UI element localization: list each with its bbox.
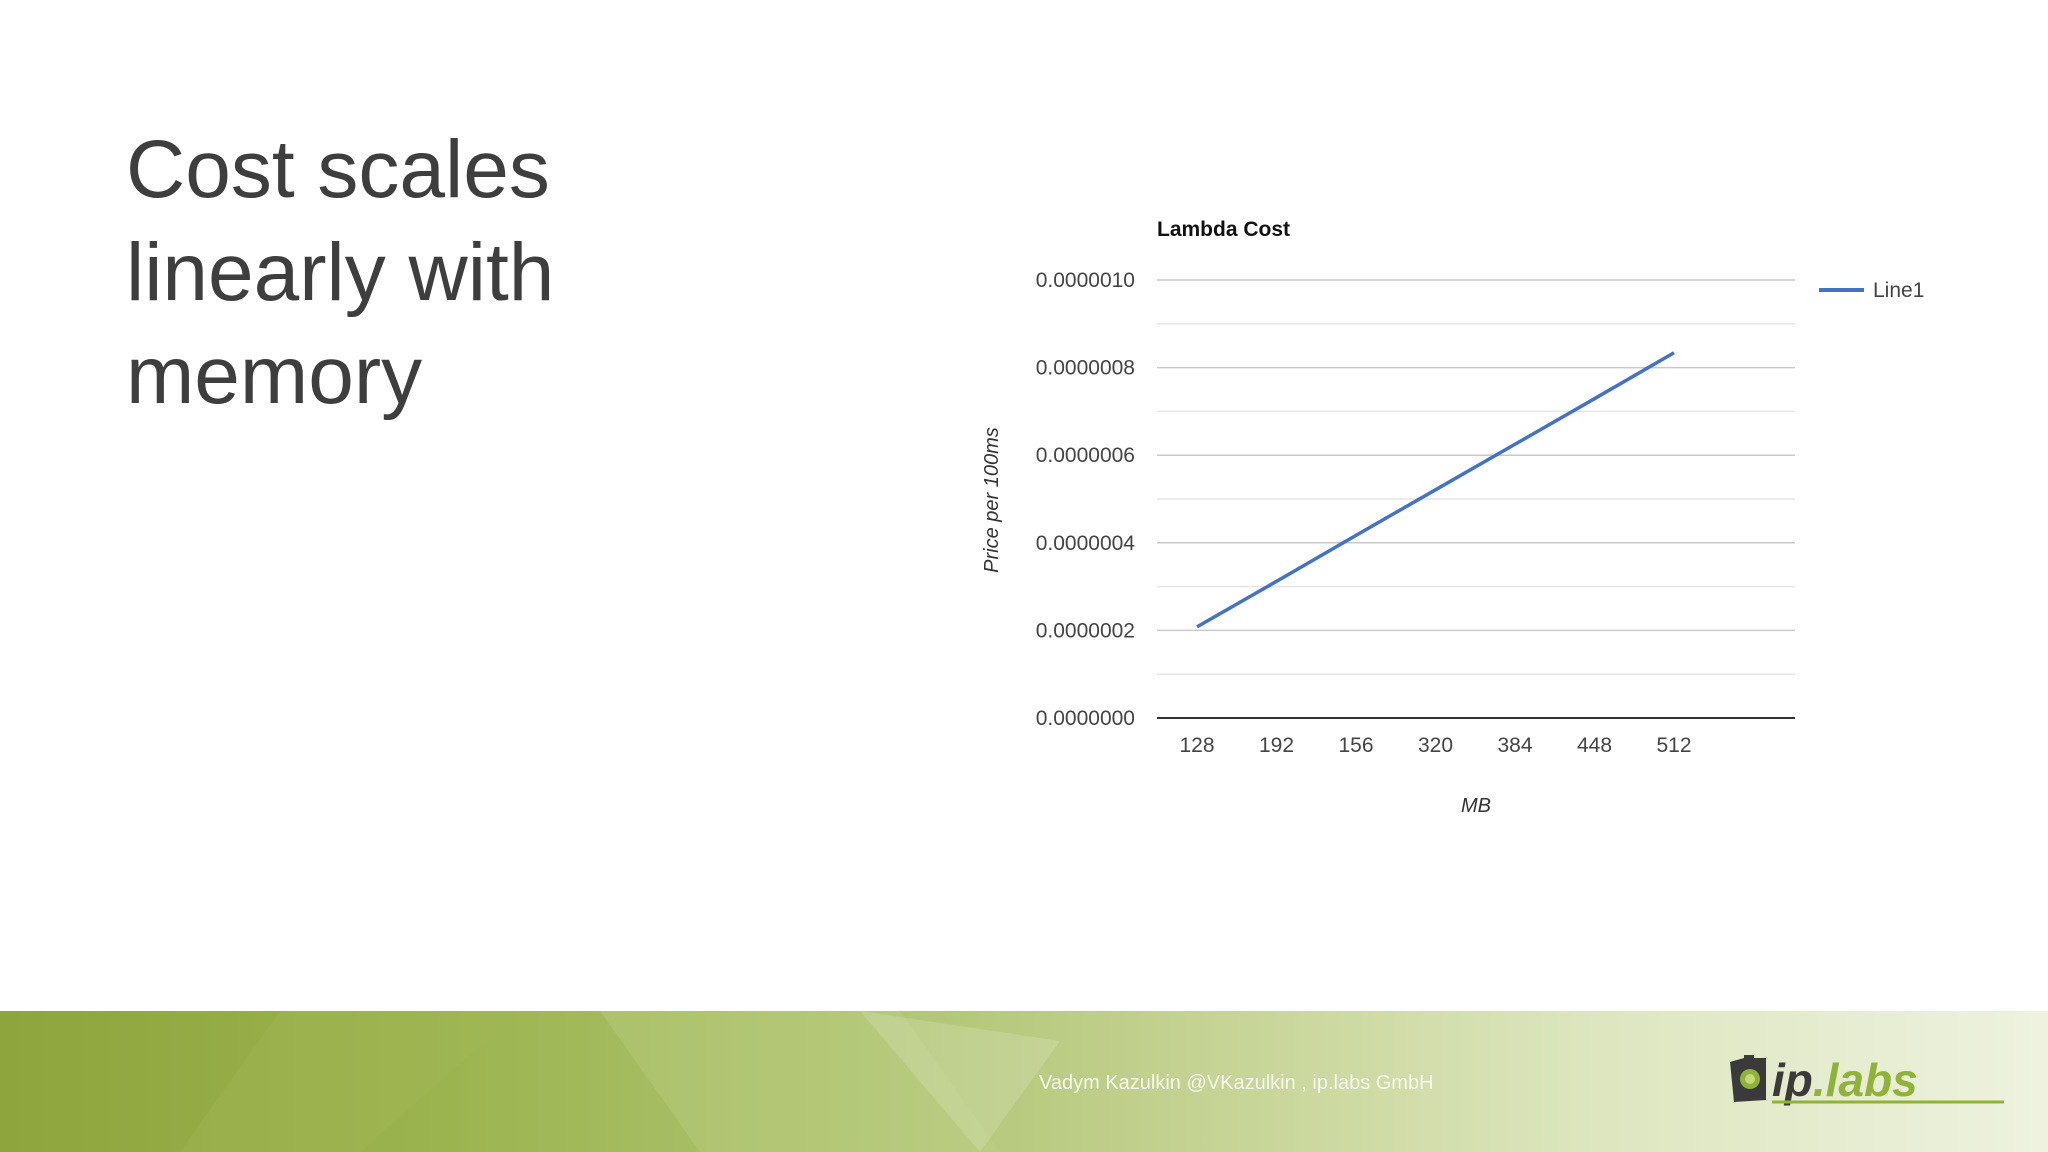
x-tick-label: 192 [1259, 734, 1294, 757]
y-tick-label: 0.0000002 [1036, 619, 1135, 642]
iplabs-logo: ip.labs [1730, 1054, 2004, 1106]
x-tick-label: 156 [1338, 734, 1373, 757]
chart-legend: Line1 [1819, 279, 1924, 302]
slide-title-line-3: memory [126, 330, 423, 421]
y-axis-ticks: 0.0000000 0.0000002 0.0000004 0.0000006 0.00… [1036, 269, 1136, 730]
slide-title: Cost scales linearly with memory [126, 118, 826, 427]
footer-band [0, 1011, 2048, 1152]
x-axis-label: MB [1461, 795, 1491, 817]
chart-gridlines [1157, 279, 1795, 719]
y-tick-label: 0.0000000 [1036, 707, 1135, 730]
slide-title-line-1: Cost scales [126, 124, 550, 215]
x-tick-label: 320 [1418, 734, 1453, 757]
slide-title-line-2: linearly with [126, 227, 555, 318]
footer-decoration [180, 1011, 1060, 1152]
y-tick-label: 0.0000008 [1036, 357, 1135, 380]
x-axis-ticks: 128 192 156 320 384 448 512 [1179, 734, 1691, 757]
x-tick-label: 384 [1497, 734, 1532, 757]
x-tick-label: 448 [1577, 734, 1612, 757]
y-tick-label: 0.0000006 [1036, 444, 1135, 467]
chart-title: Lambda Cost [1157, 218, 1290, 241]
y-tick-label: 0.0000004 [1036, 532, 1136, 555]
logo-wordmark: ip.labs [1772, 1054, 1918, 1106]
footer-credit: Vadym Kazulkin @VKazulkin , ip.labs GmbH [1039, 1072, 1434, 1094]
x-tick-label: 512 [1656, 734, 1691, 757]
lambda-cost-chart: Lambda Cost 0.00000000.00000020.00000040… [981, 218, 1924, 817]
legend-label-line1: Line1 [1873, 279, 1924, 302]
camera-icon [1730, 1055, 1766, 1102]
y-tick-label: 0.0000010 [1036, 269, 1135, 292]
y-axis-label: Price per 100ms [981, 427, 1003, 573]
x-tick-label: 128 [1179, 734, 1214, 757]
chart-series [1196, 351, 1675, 629]
